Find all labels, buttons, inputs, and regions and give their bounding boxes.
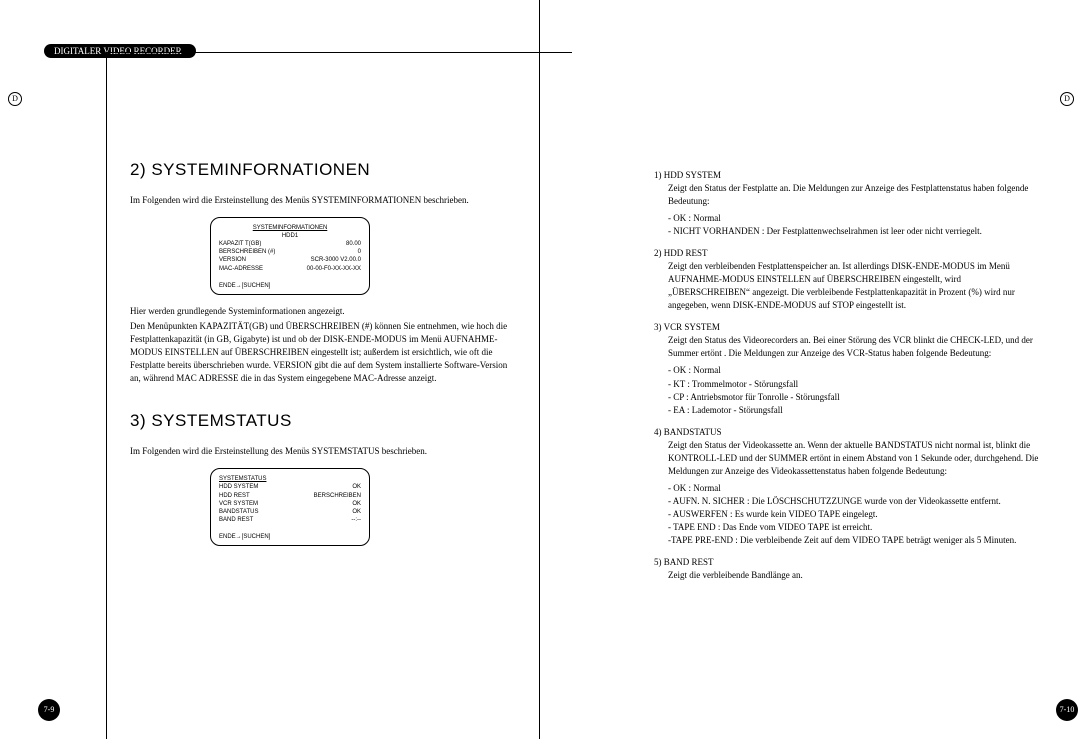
definition-heading: 4) BANDSTATUS bbox=[654, 427, 1040, 437]
definition-line: - EA : Lademotor - Störungsfall bbox=[668, 404, 1040, 417]
definition-line: - KT : Trommelmotor - Störungsfall bbox=[668, 378, 1040, 391]
screen-row: BANDSTATUSOK bbox=[219, 508, 361, 516]
screen-foot: ENDE→[SUCHEN] bbox=[219, 533, 270, 541]
definitions-list: 1) HDD SYSTEM Zeigt den Status der Festpl… bbox=[654, 170, 1040, 582]
definition-heading: 3) VCR SYSTEM bbox=[654, 322, 1040, 332]
section3-intro: Im Folgenden wird die Ersteinstellung de… bbox=[130, 445, 509, 458]
vertical-rule bbox=[106, 52, 107, 739]
definition-line: - OK : Normal bbox=[668, 482, 1040, 495]
definition-body: Zeigt den Status der Videokassette an. W… bbox=[668, 439, 1040, 478]
screen-foot: ENDE→[SUCHEN] bbox=[219, 282, 270, 290]
definition-body: Zeigt den verbleibenden Festplattenspeic… bbox=[668, 260, 1040, 312]
section2-title: 2) SYSTEMINFORNATIONEN bbox=[130, 160, 509, 180]
screen-row: VCR SYSTEMOK bbox=[219, 500, 361, 508]
screen-row: HDD RESTBERSCHREIBEN bbox=[219, 492, 361, 500]
left-content: 2) SYSTEMINFORNATIONEN Im Folgenden wird… bbox=[130, 160, 509, 556]
top-rule-spur bbox=[540, 52, 572, 53]
screen-row: MAC-ADRESSE00-00-F0-XX-XX-XX bbox=[219, 265, 361, 273]
definition-line: - AUSWERFEN : Es wurde kein VIDEO TAPE e… bbox=[668, 508, 1040, 521]
page-number-right: 7-10 bbox=[1056, 699, 1078, 721]
right-content: 1) HDD SYSTEM Zeigt den Status der Festpl… bbox=[654, 160, 1040, 586]
section3-title: 3) SYSTEMSTATUS bbox=[130, 411, 509, 431]
screen-sysinfo: SYSTEMINFORMATIONEN HDD1 KAPAZIT T(GB)80… bbox=[210, 217, 370, 295]
definition-line: - AUFN. N. SICHER : Die LÖSCHSCHUTZZUNGE… bbox=[668, 495, 1040, 508]
screen-row: KAPAZIT T(GB)80.00 bbox=[219, 240, 361, 248]
header-tab: DIGITALER VIDEO RECORDER bbox=[44, 44, 196, 58]
side-letter: D bbox=[1060, 92, 1074, 106]
definition-body: Zeigt den Status der Festplatte an. Die … bbox=[668, 182, 1040, 208]
section2-body2: Den Menüpunkten KAPAZITÄT(GB) und ÜBERSC… bbox=[130, 320, 509, 385]
definition-line: - OK : Normal bbox=[668, 364, 1040, 377]
page-right: D 1) HDD SYSTEM Zeigt den Status der Fest… bbox=[540, 0, 1080, 739]
screen-row: HDD SYSTEMOK bbox=[219, 483, 361, 491]
screen-title: SYSTEMSTATUS bbox=[219, 475, 361, 483]
screen-row: BAND REST--:-- bbox=[219, 516, 361, 524]
definition-line: -TAPE PRE-END : Die verbleibende Zeit au… bbox=[668, 534, 1040, 547]
screen-row: VERSIONSCR-3000 V2.00.0 bbox=[219, 256, 361, 264]
page-number-left: 7-9 bbox=[38, 699, 60, 721]
screen-row: BERSCHREIBEN (#)0 bbox=[219, 248, 361, 256]
definition-body: Zeigt die verbleibende Bandlänge an. bbox=[668, 569, 1040, 582]
definition-line: - NICHT VORHANDEN : Der Festplattenwechs… bbox=[668, 225, 1040, 238]
definition-line: - CP : Antriebsmotor für Tonrolle - Stör… bbox=[668, 391, 1040, 404]
definition-heading: 5) BAND REST bbox=[654, 557, 1040, 567]
side-letter: D bbox=[8, 92, 22, 106]
section2-body1: Hier werden grundlegende Systeminformati… bbox=[130, 305, 509, 318]
screen-sub: HDD1 bbox=[219, 232, 361, 240]
screen-title: SYSTEMINFORMATIONEN bbox=[219, 224, 361, 232]
definition-heading: 1) HDD SYSTEM bbox=[654, 170, 1040, 180]
top-rule bbox=[106, 52, 539, 53]
definition-line: - TAPE END : Das Ende vom VIDEO TAPE ist… bbox=[668, 521, 1040, 534]
page-left: DIGITALER VIDEO RECORDER D 2) SYSTEMINFO… bbox=[0, 0, 540, 739]
definition-body: Zeigt den Status des Videorecorders an. … bbox=[668, 334, 1040, 360]
screen-systemstatus: SYSTEMSTATUS HDD SYSTEMOK HDD RESTBERSCH… bbox=[210, 468, 370, 546]
section2-intro: Im Folgenden wird die Ersteinstellung de… bbox=[130, 194, 509, 207]
definition-line: - OK : Normal bbox=[668, 212, 1040, 225]
definition-heading: 2) HDD REST bbox=[654, 248, 1040, 258]
